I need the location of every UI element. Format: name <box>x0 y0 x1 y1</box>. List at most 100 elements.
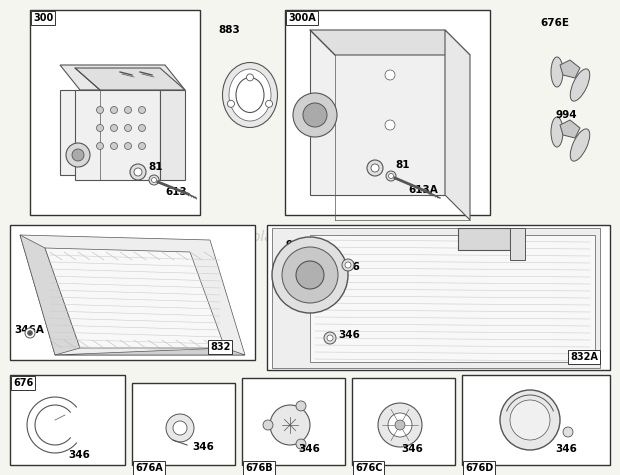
Circle shape <box>263 420 273 430</box>
Ellipse shape <box>223 63 278 127</box>
Text: 346: 346 <box>68 450 90 460</box>
Text: 676A: 676A <box>135 463 162 473</box>
Polygon shape <box>160 90 185 180</box>
Text: 346A: 346A <box>14 325 44 335</box>
Circle shape <box>138 124 146 132</box>
Circle shape <box>385 120 395 130</box>
Circle shape <box>303 103 327 127</box>
Circle shape <box>270 405 310 445</box>
Bar <box>462 375 610 465</box>
Circle shape <box>388 413 412 437</box>
Circle shape <box>367 160 383 176</box>
Polygon shape <box>20 235 245 355</box>
Circle shape <box>296 401 306 411</box>
Polygon shape <box>60 90 165 175</box>
Ellipse shape <box>551 57 563 87</box>
Polygon shape <box>272 228 600 368</box>
Polygon shape <box>458 228 510 250</box>
Text: 676C: 676C <box>355 463 383 473</box>
Polygon shape <box>75 90 160 180</box>
Circle shape <box>27 331 32 335</box>
Polygon shape <box>510 228 525 260</box>
Polygon shape <box>55 348 245 355</box>
Text: 81: 81 <box>148 162 162 172</box>
Circle shape <box>395 420 405 430</box>
Circle shape <box>97 124 104 132</box>
Text: 81: 81 <box>395 160 409 170</box>
Circle shape <box>500 390 560 450</box>
Circle shape <box>66 143 90 167</box>
Circle shape <box>97 142 104 150</box>
Text: 832: 832 <box>210 342 231 352</box>
Circle shape <box>272 237 348 313</box>
Circle shape <box>345 262 351 268</box>
Circle shape <box>110 106 118 114</box>
Polygon shape <box>20 235 80 355</box>
Text: 300: 300 <box>33 13 53 23</box>
Circle shape <box>293 93 337 137</box>
Circle shape <box>296 261 324 289</box>
Bar <box>30 10 200 215</box>
Ellipse shape <box>236 77 264 113</box>
Circle shape <box>324 332 336 344</box>
Circle shape <box>125 124 131 132</box>
Circle shape <box>149 175 159 185</box>
Circle shape <box>282 247 338 303</box>
Text: 346: 346 <box>555 444 577 454</box>
Circle shape <box>342 259 354 271</box>
Text: 676: 676 <box>13 378 33 388</box>
Bar <box>242 378 345 465</box>
Text: 613: 613 <box>165 187 187 197</box>
Polygon shape <box>45 248 225 348</box>
Polygon shape <box>75 68 185 90</box>
Circle shape <box>138 142 146 150</box>
Text: 994: 994 <box>556 110 578 120</box>
Text: 883: 883 <box>218 25 240 35</box>
Text: 676D: 676D <box>465 463 494 473</box>
Ellipse shape <box>229 69 271 121</box>
Ellipse shape <box>570 129 590 161</box>
Circle shape <box>97 106 104 114</box>
Bar <box>352 378 455 465</box>
Circle shape <box>389 173 394 179</box>
Circle shape <box>173 421 187 435</box>
Text: 346: 346 <box>298 444 320 454</box>
Text: 300A: 300A <box>288 13 316 23</box>
Text: 676B: 676B <box>245 463 273 473</box>
Circle shape <box>247 74 254 81</box>
Bar <box>285 10 490 215</box>
Text: 346: 346 <box>192 442 214 452</box>
Circle shape <box>510 400 550 440</box>
Circle shape <box>125 142 131 150</box>
Circle shape <box>151 178 156 182</box>
Polygon shape <box>560 60 580 78</box>
Circle shape <box>110 124 118 132</box>
Polygon shape <box>310 30 470 55</box>
Circle shape <box>138 106 146 114</box>
Circle shape <box>371 164 379 172</box>
Polygon shape <box>310 30 445 195</box>
Bar <box>267 225 610 370</box>
Circle shape <box>166 414 194 442</box>
Text: 676E: 676E <box>540 18 569 28</box>
Circle shape <box>327 335 333 341</box>
Bar <box>132 383 235 465</box>
Bar <box>10 225 255 360</box>
Circle shape <box>130 164 146 180</box>
Circle shape <box>265 100 273 107</box>
Bar <box>10 375 125 465</box>
Ellipse shape <box>570 69 590 101</box>
Circle shape <box>25 328 35 338</box>
Text: 988: 988 <box>285 240 307 250</box>
Polygon shape <box>60 65 185 90</box>
Circle shape <box>110 142 118 150</box>
Text: 346: 346 <box>338 262 360 272</box>
Polygon shape <box>445 30 470 220</box>
Circle shape <box>386 171 396 181</box>
Polygon shape <box>310 235 595 362</box>
Circle shape <box>72 149 84 161</box>
Circle shape <box>385 70 395 80</box>
Text: eReplacementParts.com: eReplacementParts.com <box>225 230 395 245</box>
Circle shape <box>125 106 131 114</box>
Circle shape <box>134 168 142 176</box>
